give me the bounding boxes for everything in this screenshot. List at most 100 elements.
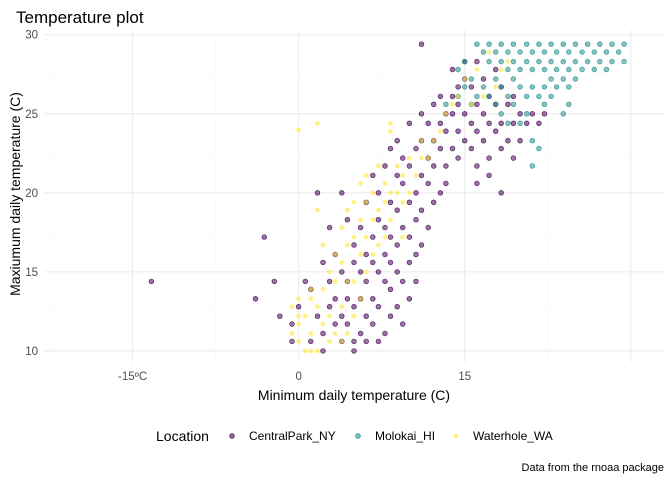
data-point: [455, 155, 461, 161]
caption: Data from the rnoaa package: [522, 462, 664, 474]
data-point: [474, 128, 480, 134]
data-point: [363, 269, 369, 275]
data-point: [320, 330, 326, 337]
data-point: [375, 338, 382, 345]
data-point: [413, 173, 419, 178]
data-point: [541, 101, 548, 108]
data-point: [358, 296, 363, 302]
y-tick-label: 10: [25, 346, 38, 358]
data-point: [382, 224, 388, 231]
data-point: [302, 313, 308, 319]
legend-items: CentralPark_NY Molokai_HI Waterhole_WA: [229, 429, 553, 443]
data-point: [510, 155, 517, 161]
data-point: [493, 128, 499, 134]
data-point: [351, 348, 357, 354]
data-point: [505, 59, 511, 64]
data-point: [363, 338, 369, 345]
data-point: [400, 199, 406, 205]
data-point: [437, 190, 444, 196]
data-point: [548, 76, 554, 82]
data-point: [387, 259, 394, 266]
data-point: [449, 145, 456, 152]
data-point: [394, 138, 400, 144]
data-point: [394, 304, 400, 310]
data-point: [400, 180, 406, 187]
data-point: [315, 348, 320, 354]
data-point: [339, 313, 345, 319]
x-tick-label: 0: [295, 371, 301, 383]
data-point: [370, 190, 376, 196]
data-point: [468, 145, 475, 152]
data-point: [344, 217, 351, 223]
data-point: [437, 120, 444, 127]
data-point: [505, 49, 511, 55]
chart-title: Temperature plot: [16, 8, 144, 27]
data-point: [572, 58, 579, 65]
data-point: [584, 41, 591, 47]
data-point: [493, 84, 499, 90]
legend-label: Waterhole_WA: [473, 429, 553, 443]
data-point: [382, 251, 388, 258]
data-point: [560, 76, 566, 82]
data-point: [320, 286, 326, 292]
data-point: [363, 251, 369, 258]
tick-labels: -15ºC 0 15 10 15 20 25 30: [25, 30, 471, 383]
data-point: [387, 234, 394, 240]
data-point: [370, 259, 376, 266]
data-point: [450, 101, 455, 107]
legend: Location CentralPark_NY Molokai_HI Waterho…: [156, 428, 553, 444]
data-point: [345, 207, 350, 213]
data-point: [418, 242, 425, 248]
data-point: [308, 331, 314, 336]
data-point: [493, 66, 499, 73]
data-point: [541, 49, 548, 55]
data-point: [370, 217, 376, 223]
data-point: [351, 304, 357, 310]
data-point: [468, 84, 475, 90]
data-point: [296, 321, 301, 327]
data-point: [363, 199, 369, 205]
data-point: [529, 111, 535, 117]
data-point: [523, 111, 530, 117]
data-point: [315, 120, 320, 126]
data-point: [431, 163, 437, 169]
data-point: [536, 58, 542, 65]
series-Waterhole_WA: [289, 49, 511, 354]
data-point: [418, 111, 425, 117]
legend-label: CentralPark_NY: [249, 429, 336, 443]
data-point: [345, 279, 350, 284]
data-point: [510, 41, 517, 47]
data-point: [517, 49, 523, 55]
data-point: [308, 338, 314, 345]
data-point: [363, 313, 369, 319]
data-point: [357, 330, 364, 337]
data-point: [498, 84, 504, 90]
data-point: [437, 93, 444, 100]
data-point: [332, 279, 338, 284]
data-point: [387, 313, 394, 319]
data-point: [344, 321, 351, 327]
data-point: [370, 172, 376, 179]
data-point: [443, 163, 449, 169]
data-point: [339, 260, 345, 265]
y-tick-label: 25: [25, 109, 38, 121]
data-point: [351, 338, 357, 345]
data-point: [603, 66, 610, 73]
legend-key: [453, 433, 459, 439]
data-point: [418, 207, 425, 213]
data-point: [358, 252, 363, 257]
data-point: [438, 128, 443, 134]
data-point: [615, 49, 622, 55]
data-point: [308, 296, 314, 302]
data-point: [560, 58, 566, 65]
data-point: [375, 304, 382, 310]
data-point: [413, 190, 419, 196]
data-point: [148, 278, 155, 285]
data-point: [358, 181, 363, 186]
data-point: [462, 76, 468, 82]
data-point: [327, 269, 332, 275]
data-point: [523, 58, 530, 65]
legend-title: Location: [156, 428, 209, 444]
data-point: [339, 225, 345, 231]
